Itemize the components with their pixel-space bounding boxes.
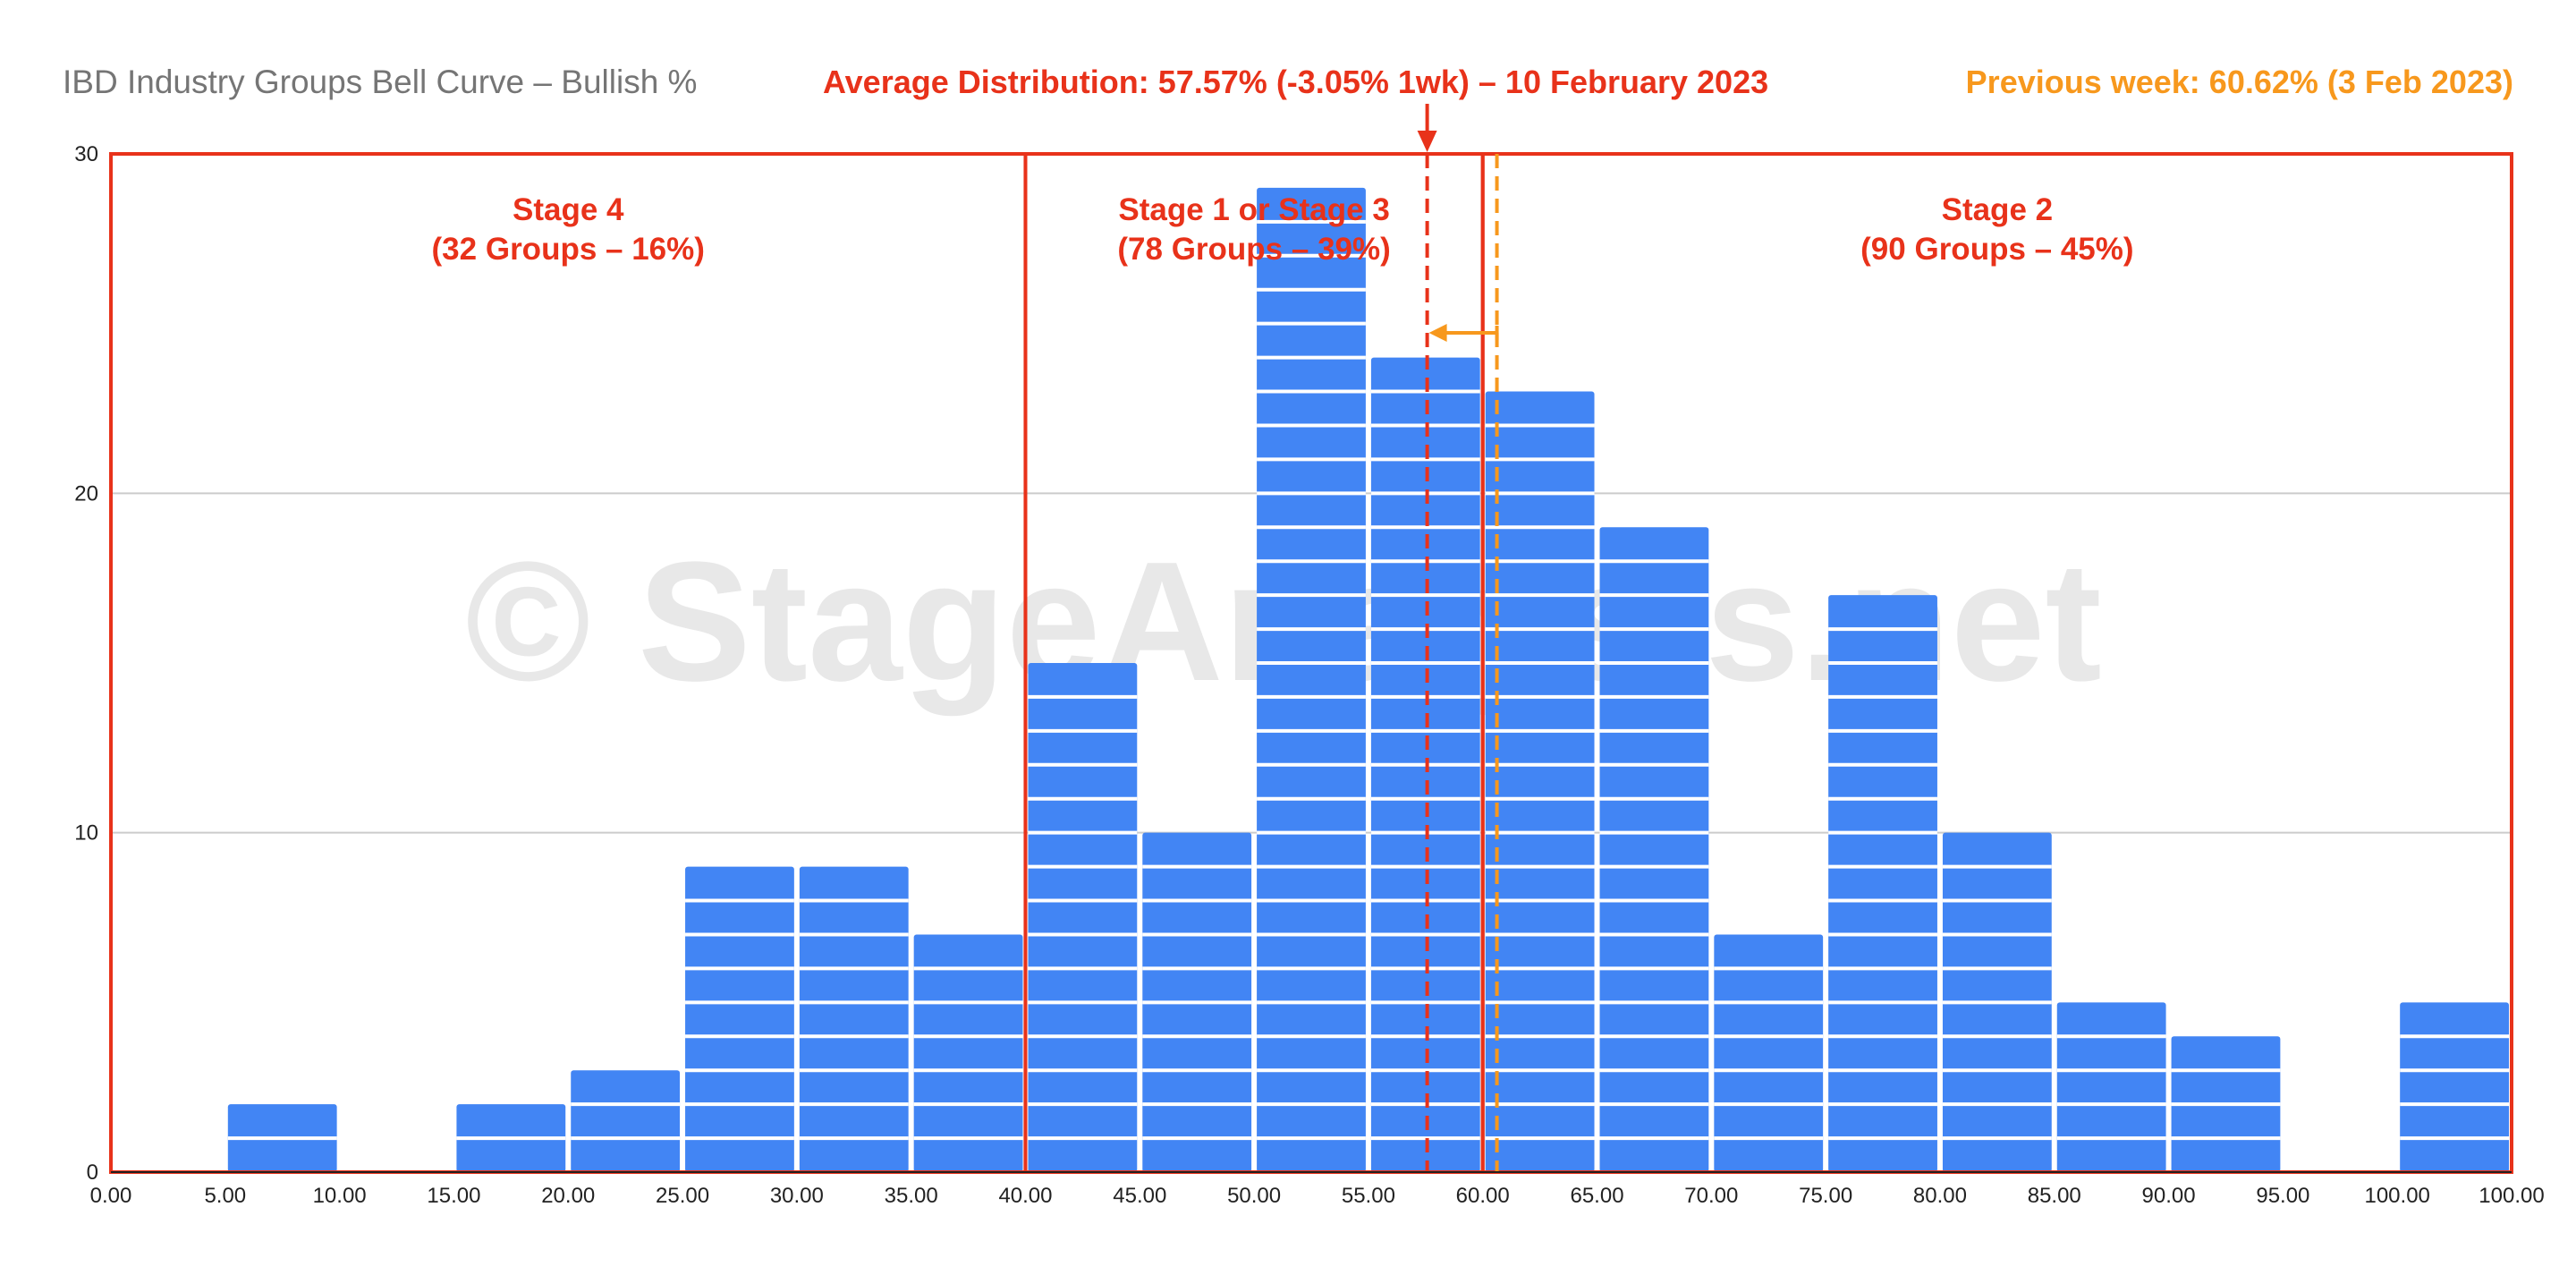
histogram-bar [1028,663,1138,1172]
x-tick-label: 80.00 [1913,1184,1967,1208]
y-tick-label: 30 [74,142,98,166]
histogram-bar [571,1070,681,1172]
histogram-bar [1485,391,1595,1172]
average-distribution-label: Average Distribution: 57.57% (-3.05% 1wk… [823,64,1768,100]
x-tick-label: 10.00 [313,1184,367,1208]
x-tick-label: 75.00 [1799,1184,1852,1208]
y-tick-label: 10 [74,821,98,846]
x-tick-label: 70.00 [1684,1184,1738,1208]
chart-title: IBD Industry Groups Bell Curve – Bullish… [63,64,697,100]
stage-name: Stage 4 [513,192,624,227]
x-tick-label: 35.00 [885,1184,938,1208]
y-tick-label: 0 [87,1160,98,1185]
stage-name: Stage 1 or Stage 3 [1118,192,1389,227]
axis-ticks: 0 10 20 30 0.00 5.00 10.00 15.00 20.00 25.00 30.00… [74,142,2544,1208]
histogram-bar [2400,1002,2509,1172]
histogram-bar [1257,187,1366,1172]
x-tick-label: 45.00 [1113,1184,1166,1208]
x-tick-label: 95.00 [2256,1184,2309,1208]
x-tick-label: 90.00 [2142,1184,2196,1208]
histogram-bar [685,866,794,1172]
x-tick-label: 30.00 [770,1184,824,1208]
histogram-bar [2056,1002,2166,1172]
y-tick-label: 20 [74,481,98,506]
x-tick-label: 15.00 [427,1184,480,1208]
x-tick-label: 5.00 [204,1184,246,1208]
stage-detail: (90 Groups – 45%) [1860,232,2133,267]
x-tick-label: 0.00 [90,1184,132,1208]
x-tick-label: 20.00 [541,1184,595,1208]
average-markers [1417,104,1499,1172]
histogram-bar [1599,527,1709,1172]
average-arrow-head [1417,131,1437,152]
stage-detail: (78 Groups – 39%) [1117,232,1390,267]
bars [227,187,2509,1173]
x-tick-label: 40.00 [998,1184,1052,1208]
x-tick-label: 55.00 [1342,1184,1395,1208]
x-tick-label: 25.00 [656,1184,709,1208]
histogram-bar [913,934,1023,1172]
stage-name: Stage 2 [1942,192,2054,227]
x-tick-label: 100.00 [2479,1184,2544,1208]
previous-week-label: Previous week: 60.62% (3 Feb 2023) [1966,64,2513,100]
x-tick-label: 100.00 [2364,1184,2429,1208]
stage-detail: (32 Groups – 16%) [432,232,705,267]
x-tick-label: 50.00 [1227,1184,1281,1208]
histogram-bar [799,866,909,1172]
x-tick-label: 65.00 [1570,1184,1623,1208]
x-tick-label: 60.00 [1456,1184,1510,1208]
x-tick-label: 85.00 [2028,1184,2081,1208]
shift-arrow-head [1428,324,1447,342]
stage-regions: Stage 4 (32 Groups – 16%) Stage 1 or Stage… [109,152,2513,1174]
histogram-bar [1714,934,1824,1172]
histogram-bar [1828,595,1937,1172]
